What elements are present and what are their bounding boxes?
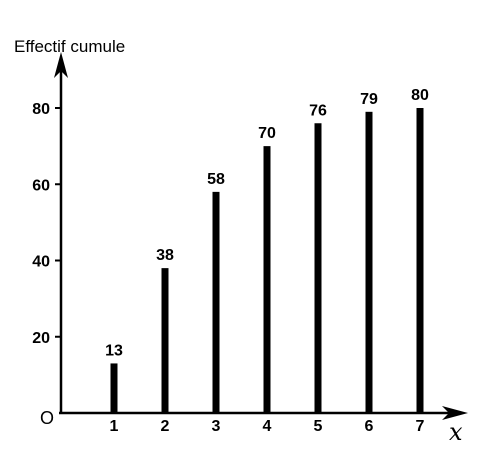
data-label: 79 [360,91,378,108]
axes [54,52,468,420]
x-tick-label: 2 [161,418,170,435]
x-tick-label: 1 [110,418,119,435]
bar [416,108,424,413]
data-label: 70 [258,125,276,142]
y-tick-label: 80 [32,101,50,118]
y-tick-label: 60 [32,177,50,194]
y-ticks: 20 40 60 80 [32,101,61,347]
x-tick-label: 5 [314,418,323,435]
data-label: 38 [156,247,174,264]
x-tick-label: 3 [212,418,221,435]
x-axis-label: x [449,418,463,446]
y-axis-arrowhead [54,52,68,78]
bar [365,111,373,413]
bar [314,123,322,413]
bars [110,108,424,413]
origin-label: O [40,408,54,428]
x-tick-label: 4 [263,418,272,435]
y-axis-label: Effectif cumule [14,37,125,56]
data-labels: 13 38 58 70 76 79 80 [105,87,429,359]
bar [212,191,220,413]
x-tick-label: 6 [365,418,374,435]
y-tick-label: 20 [32,330,50,347]
bar [263,146,271,413]
data-label: 76 [309,102,327,119]
data-label: 58 [207,171,225,188]
bar [110,363,118,413]
data-label: 13 [105,342,123,359]
x-ticks: 1 2 3 4 5 6 7 [110,418,425,435]
x-tick-label: 7 [416,418,425,435]
bar [161,268,169,413]
y-tick-label: 40 [32,254,50,271]
x-axis-arrowhead [442,406,468,420]
data-label: 80 [411,87,429,104]
